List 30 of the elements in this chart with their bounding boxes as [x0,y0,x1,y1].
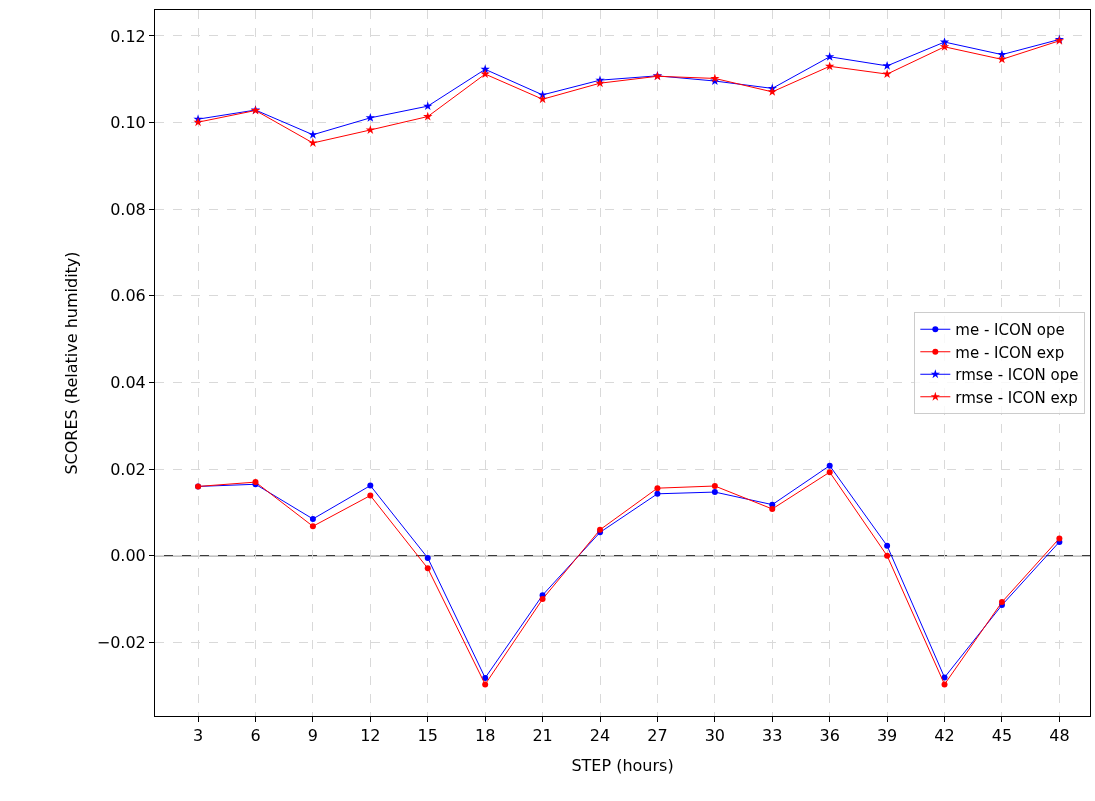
x-tick-label: 39 [876,726,898,746]
y-tick-label: 0.02 [110,459,146,479]
x-tick-label: 30 [704,726,726,746]
x-tick-label: 21 [532,726,553,746]
y-tick-label: 0.00 [110,546,146,566]
x-tick-label: 24 [589,726,611,746]
legend-label: rmse - ICON exp [955,388,1078,407]
x-tick-label: 15 [417,726,438,746]
x-tick-label: 45 [991,726,1013,746]
legend-label: rmse - ICON ope [955,366,1079,385]
x-tick-label: 36 [819,726,840,746]
x-tick-label: 48 [1049,726,1070,746]
y-tick-label: 0.10 [110,113,146,133]
x-tick-label: 18 [474,726,496,746]
x-tick-label: 42 [934,726,955,746]
y-axis-title: SCORES (Relative humidity) [61,251,81,475]
x-axis-title: STEP (hours) [571,755,674,775]
y-tick-label: 0.04 [110,373,146,393]
x-tick-label: 3 [192,726,204,746]
legend-label: me - ICON ope [955,321,1065,340]
y-tick-label: 0.12 [110,26,146,46]
legend-label: me - ICON exp [955,343,1065,362]
x-tick-label: 9 [307,726,318,746]
y-tick-label: 0.06 [110,286,146,306]
y-tick-label: 0.08 [110,199,146,219]
x-tick-label: 33 [762,726,783,746]
x-tick-label: 6 [250,726,261,746]
x-tick-label: 12 [360,726,381,746]
y-tick-label: −0.02 [96,632,146,652]
x-tick-label: 27 [647,726,668,746]
